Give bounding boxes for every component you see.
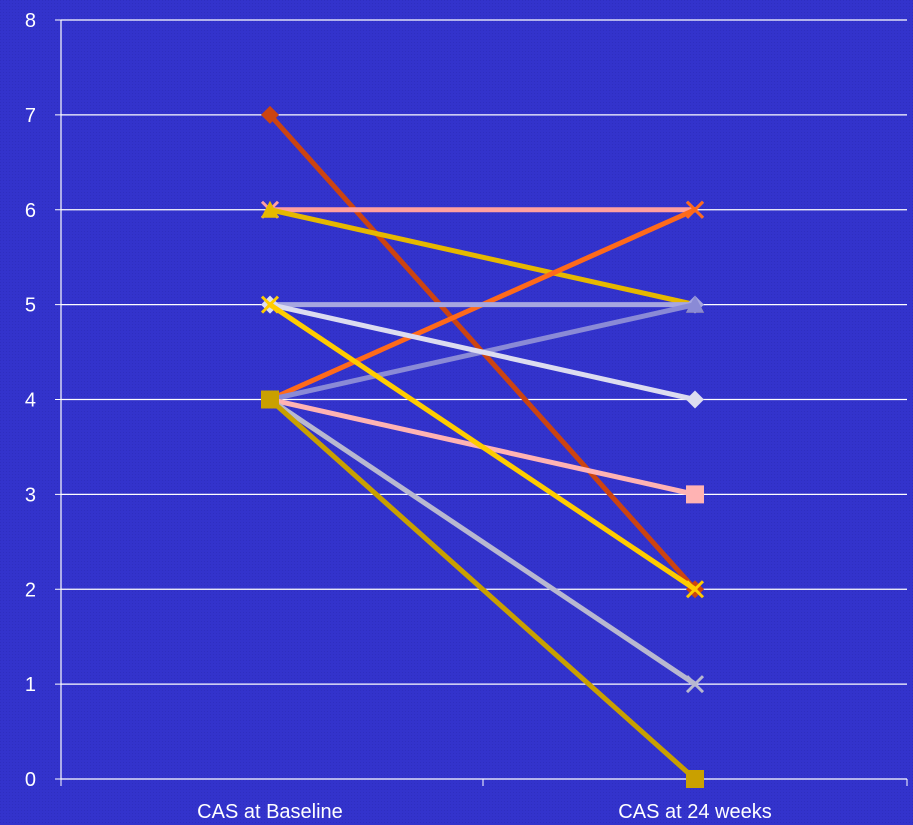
x-tick-label: CAS at 24 weeks [618, 801, 771, 823]
series-9 [260, 295, 705, 599]
data-point-marker [686, 295, 704, 313]
y-tick-label: 7 [25, 105, 36, 127]
data-point-marker [686, 390, 704, 409]
y-tick-label: 8 [25, 10, 36, 32]
data-point-marker [686, 770, 704, 788]
data-point-marker [685, 675, 705, 694]
series-line [267, 397, 698, 782]
data-point-marker [261, 390, 279, 409]
y-tick-label: 6 [25, 200, 36, 222]
axes [55, 19, 908, 786]
axis-labels: 0 1 2 3 4 5 6 7 8 CAS at Baseline CAS at 24 weeks [25, 10, 772, 823]
series-line [267, 207, 698, 308]
data-point-marker [685, 580, 705, 599]
y-tick-label: 3 [25, 484, 36, 506]
data-point-marker [261, 105, 279, 124]
y-tick-label: 4 [25, 390, 36, 412]
series-lines [260, 105, 705, 788]
data-point-marker [260, 295, 280, 314]
data-point-marker [685, 200, 705, 219]
y-tick-label: 0 [25, 769, 36, 791]
y-tick-label: 1 [25, 674, 36, 696]
data-point-marker [686, 485, 704, 504]
y-tick-label: 5 [25, 295, 36, 317]
series-line [267, 302, 698, 592]
series-11 [261, 390, 704, 788]
series-line [267, 302, 698, 402]
x-tick-label: CAS at Baseline [197, 801, 343, 823]
series-line [267, 397, 698, 687]
y-tick-label: 2 [25, 579, 36, 601]
data-point-marker [261, 200, 279, 218]
